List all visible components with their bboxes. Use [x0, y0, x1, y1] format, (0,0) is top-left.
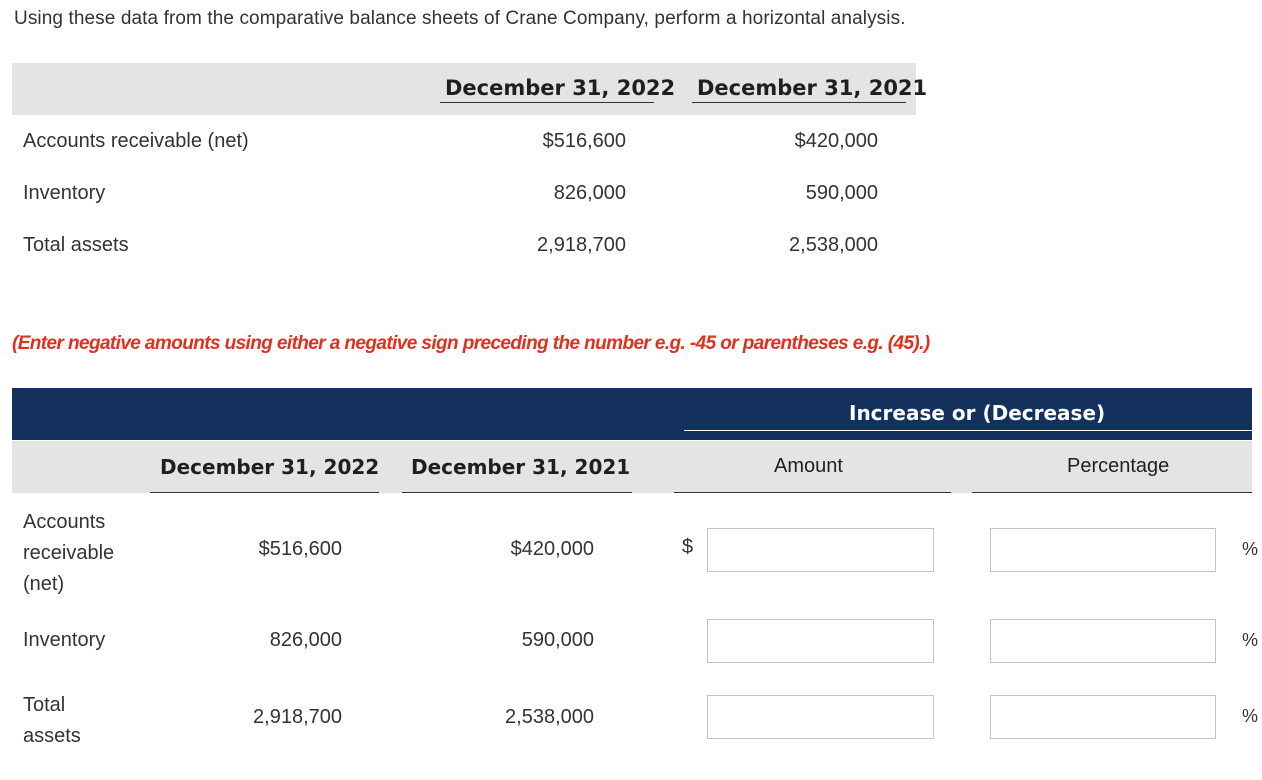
answer-col-underline-percentage	[972, 492, 1252, 493]
label-line: (net)	[23, 573, 65, 595]
inventory-amount-input[interactable]	[707, 619, 934, 663]
given-value-inventory-2021: 590,000	[805, 182, 878, 204]
negative-amount-instruction: (Enter negative amounts using either a n…	[12, 333, 930, 354]
given-value-total-assets-2021: 2,538,000	[789, 234, 878, 256]
answer-value-total-assets-2022: 2,918,700	[253, 706, 342, 728]
given-row-label-inventory: Inventory	[23, 182, 106, 204]
label-line: receivable	[23, 542, 115, 564]
answer-col-header-percentage: Percentage	[1067, 455, 1170, 477]
percent-sign: %	[1242, 539, 1259, 559]
answer-col-header-amount: Amount	[774, 455, 843, 477]
given-value-total-assets-2022: 2,918,700	[537, 234, 626, 256]
ar-amount-input[interactable]	[707, 528, 934, 572]
given-value-ar-2022: $516,600	[542, 130, 626, 152]
answer-table-band	[12, 388, 1252, 440]
answer-value-total-assets-2021: 2,538,000	[505, 706, 594, 728]
answer-value-ar-2021: $420,000	[510, 538, 594, 560]
answer-row-label-total-assets: Total assets	[23, 690, 81, 752]
total-assets-amount-input[interactable]	[707, 695, 934, 739]
dollar-sign: $	[682, 536, 694, 558]
answer-value-ar-2022: $516,600	[258, 538, 342, 560]
total-assets-percentage-input[interactable]	[990, 695, 1216, 739]
given-col-underline-2021	[692, 102, 906, 103]
group-header-rule	[684, 430, 1252, 431]
answer-col-header-2022: December 31, 2022	[160, 455, 380, 479]
given-col-header-2021: December 31, 2021	[697, 76, 928, 100]
answer-col-underline-amount	[674, 492, 951, 493]
increase-decrease-header: Increase or (Decrease)	[849, 401, 1106, 425]
answer-row-label-inventory: Inventory	[23, 629, 106, 651]
answer-col-underline-2021	[402, 492, 632, 493]
given-col-underline-2022	[440, 102, 654, 103]
label-line: assets	[23, 725, 81, 747]
question-prompt: Using these data from the comparative ba…	[14, 8, 906, 29]
label-line: Accounts	[23, 511, 106, 533]
answer-table-subheader	[12, 441, 1252, 493]
answer-value-inventory-2021: 590,000	[521, 629, 594, 651]
percent-sign: %	[1242, 706, 1259, 726]
label-line: Total	[23, 694, 66, 716]
answer-row-label-accounts-receivable: Accounts receivable (net)	[23, 507, 114, 600]
given-value-inventory-2022: 826,000	[553, 182, 626, 204]
given-row-label-total-assets: Total assets	[23, 234, 129, 256]
inventory-percentage-input[interactable]	[990, 619, 1216, 663]
given-row-label-accounts-receivable: Accounts receivable (net)	[23, 130, 249, 152]
given-col-header-2022: December 31, 2022	[445, 76, 676, 100]
answer-col-header-2021: December 31, 2021	[411, 455, 631, 479]
ar-percentage-input[interactable]	[990, 528, 1216, 572]
percent-sign: %	[1242, 630, 1259, 650]
answer-col-underline-2022	[150, 492, 379, 493]
given-value-ar-2021: $420,000	[794, 130, 878, 152]
answer-value-inventory-2022: 826,000	[269, 629, 342, 651]
given-table-header	[12, 63, 916, 115]
